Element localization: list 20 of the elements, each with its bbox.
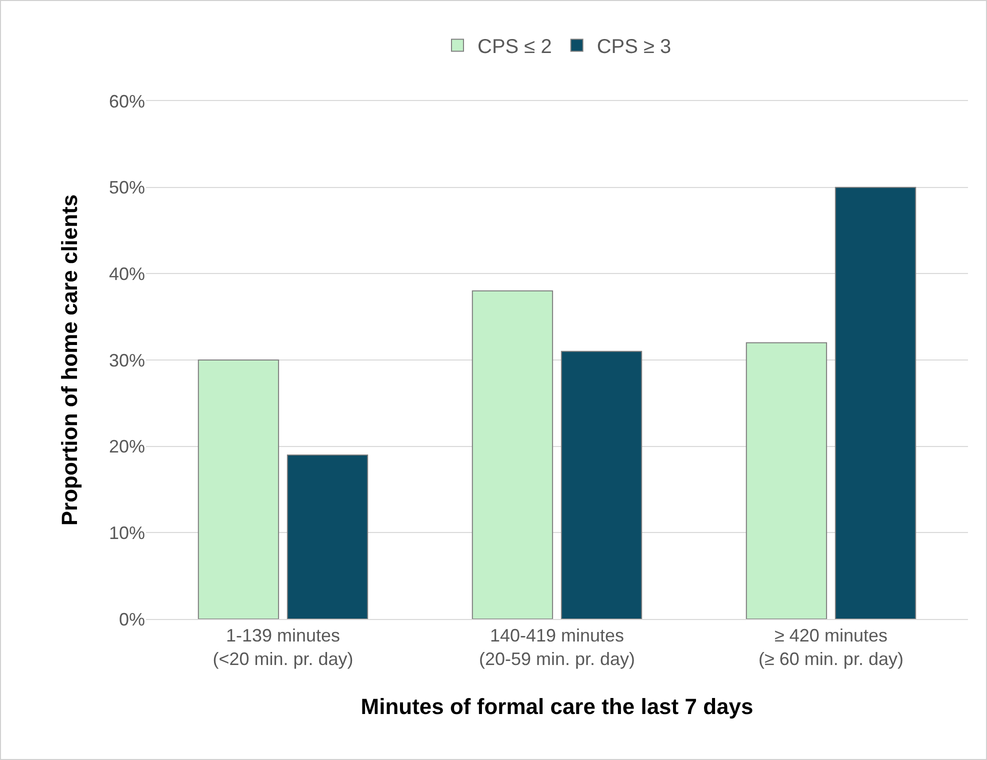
- bar: [472, 290, 554, 619]
- bar: [746, 342, 828, 619]
- bar: [834, 186, 916, 619]
- x-tick-label: 1-139 minutes (<20 min. pr. day): [212, 626, 354, 669]
- bar: [286, 454, 368, 619]
- y-tick-label: 30%: [108, 350, 145, 370]
- y-tick-label: 0%: [118, 609, 145, 630]
- x-axis-title: Minutes of formal care the last 7 days: [360, 694, 754, 719]
- y-axis-title: Proportion of home care clients: [56, 194, 82, 526]
- bar: [198, 360, 280, 619]
- legend-label: CPS ≤ 2: [478, 36, 552, 58]
- y-tick-label: 20%: [108, 436, 145, 457]
- y-tick-label: 60%: [108, 91, 145, 112]
- y-tick-label: 10%: [108, 522, 145, 543]
- x-tick-label: ≥ 420 minutes (≥ 60 min. pr. day): [758, 626, 904, 669]
- y-tick-label: 50%: [108, 178, 145, 198]
- y-tick-label: 40%: [108, 264, 145, 284]
- legend-label: CPS ≥ 3: [596, 36, 672, 58]
- x-tick-label: 140-419 minutes (20-59 min. pr. day): [478, 626, 636, 669]
- bar: [560, 350, 642, 619]
